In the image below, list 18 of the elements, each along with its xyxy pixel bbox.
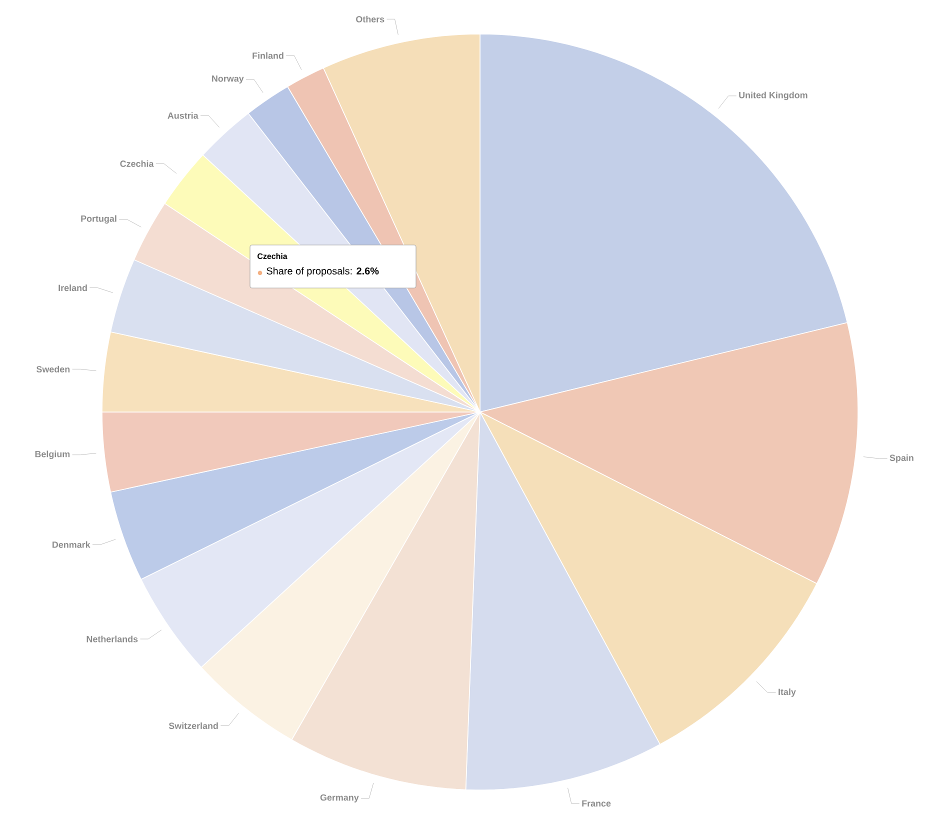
slice-label: Portugal xyxy=(81,215,116,224)
slice-label: Ireland xyxy=(58,284,87,292)
slice-label: Austria xyxy=(168,112,198,119)
slice-label: Sweden xyxy=(36,366,70,372)
slice-label: Netherlands xyxy=(86,636,138,642)
slice-label: Others xyxy=(356,16,384,22)
slice-label: Czechia xyxy=(120,160,154,167)
slice-label: United Kingdom xyxy=(739,92,808,100)
slice-label: Spain xyxy=(890,454,914,463)
slice-label: Germany xyxy=(320,794,359,802)
slice-label: Finland xyxy=(252,52,284,59)
slice-label: Belgium xyxy=(35,450,70,460)
slice-label: Norway xyxy=(212,75,244,84)
slice-label: Switzerland xyxy=(168,722,218,730)
text: Share of proposals: 2.6% xyxy=(266,267,379,276)
slice-label: Denmark xyxy=(52,541,90,548)
slice-label: France xyxy=(582,800,611,807)
slice-label: Italy xyxy=(778,688,796,697)
